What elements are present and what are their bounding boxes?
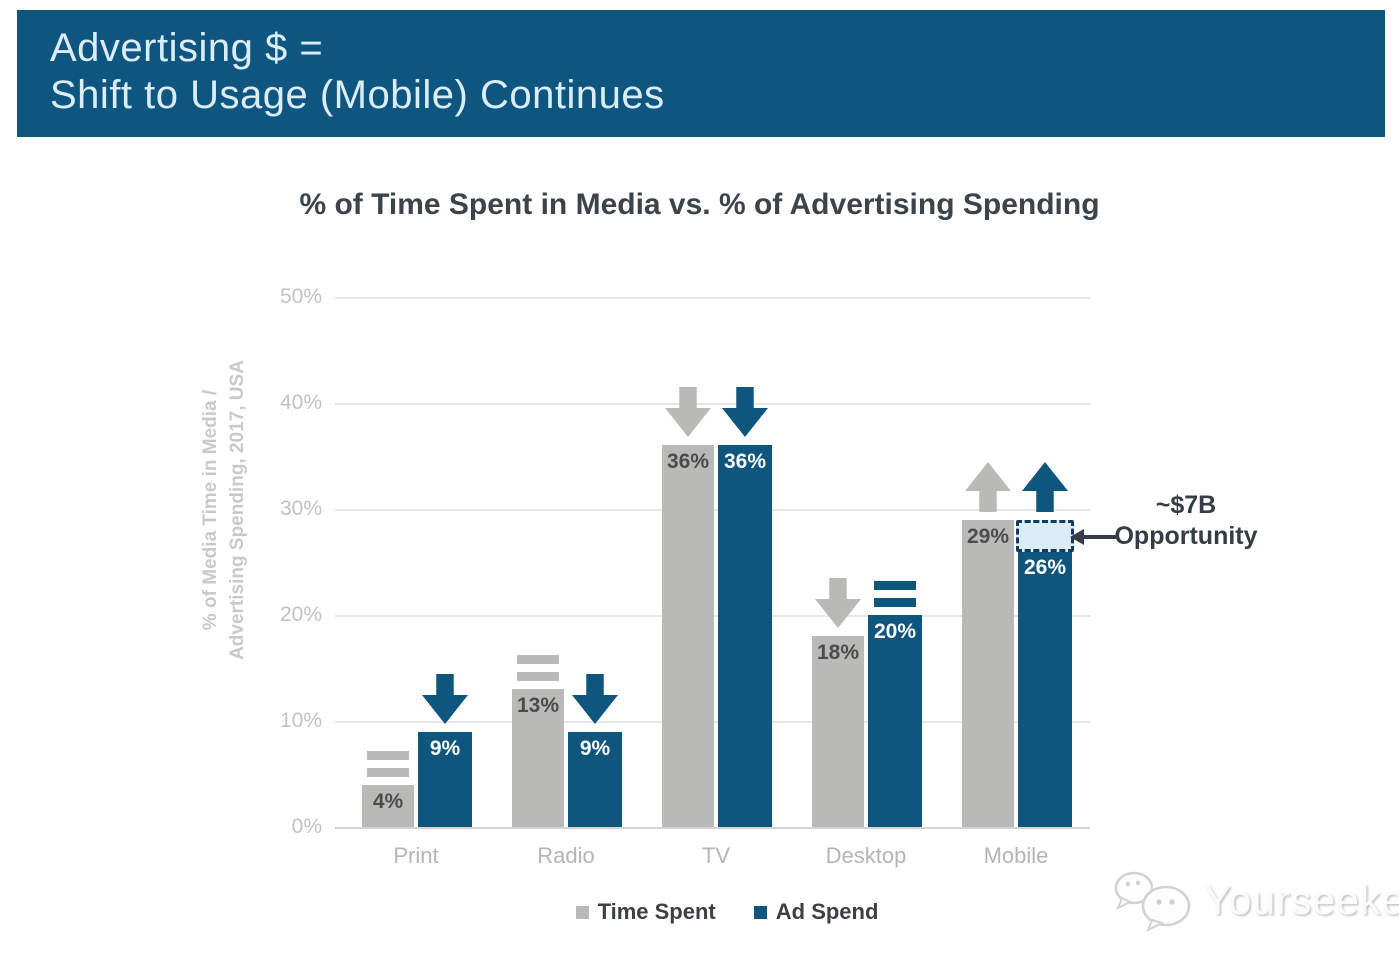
- chat-bubbles-icon: [1114, 871, 1191, 932]
- bar-time-spent-mobile: [962, 520, 1014, 827]
- legend-label-time-spent: Time Spent: [597, 899, 716, 924]
- gridline-50: [335, 297, 1090, 299]
- bar-value-label-time-spent-print: 4%: [372, 790, 404, 813]
- bar-value-label-ad-spend-mobile: 26%: [1023, 556, 1067, 579]
- opportunity-annotation: ~$7B Opportunity: [1108, 490, 1264, 552]
- bar-time-spent-tv: [662, 445, 714, 827]
- ytick-label-20: 20%: [279, 603, 322, 626]
- legend-label-ad-spend: Ad Spend: [775, 899, 879, 924]
- bar-time-spent-desktop: [812, 636, 864, 827]
- trend-down-arrow-icon-ad-spend-tv: [722, 387, 768, 437]
- ytick-label-50: 50%: [279, 285, 322, 308]
- y-axis-label: % of Media Time in Media / Advertising S…: [197, 330, 251, 690]
- legend-item-ad-spend: Ad Spend: [753, 899, 879, 925]
- bar-time-spent-print: [362, 785, 414, 827]
- banner: Advertising $ = Shift to Usage (Mobile) …: [17, 10, 1385, 137]
- trend-down-arrow-icon-time-spent-tv: [665, 387, 711, 437]
- bar-time-spent-radio: [512, 689, 564, 827]
- equal-bar: [517, 672, 559, 681]
- bar-ad-spend-mobile: [1018, 551, 1072, 827]
- category-label-mobile: Mobile: [983, 843, 1049, 868]
- y-axis-label-line2: Advertising Spending, 2017, USA: [227, 360, 248, 660]
- category-label-tv: TV: [701, 843, 731, 868]
- y-axis-label-line1: % of Media Time in Media /: [200, 389, 221, 631]
- category-label-desktop: Desktop: [825, 843, 907, 868]
- bar-value-label-ad-spend-tv: 36%: [723, 450, 767, 473]
- trend-equal-icon-time-spent-radio: [517, 655, 559, 681]
- trend-down-arrow-icon-ad-spend-print: [422, 674, 468, 724]
- banner-title-line2: Shift to Usage (Mobile) Continues: [50, 73, 665, 117]
- bar-value-label-ad-spend-radio: 9%: [579, 737, 611, 760]
- bar-value-label-ad-spend-print: 9%: [429, 737, 461, 760]
- trend-up-arrow-icon-time-spent-mobile: [965, 462, 1011, 512]
- bar-value-label-time-spent-desktop: 18%: [816, 641, 860, 664]
- trend-equal-icon-ad-spend-desktop: [874, 581, 916, 607]
- equal-bar: [517, 655, 559, 664]
- gridline-0: [335, 827, 1090, 829]
- bar-ad-spend-radio: [568, 732, 622, 827]
- bar-ad-spend-desktop: [868, 615, 922, 827]
- bar-ad-spend-print: [418, 732, 472, 827]
- ytick-label-0: 0%: [291, 815, 322, 838]
- trend-equal-icon-time-spent-print: [367, 751, 409, 777]
- trend-up-arrow-icon-ad-spend-mobile: [1022, 462, 1068, 512]
- legend-item-time-spent: Time Spent: [575, 899, 716, 925]
- watermark-text: Yourseeker: [1204, 876, 1399, 923]
- legend-swatch-ad-spend: [753, 905, 767, 919]
- equal-bar: [367, 751, 409, 760]
- annotation-left-arrow-icon: [1070, 529, 1084, 545]
- equal-bar: [874, 581, 916, 590]
- ytick-label-40: 40%: [279, 391, 322, 414]
- opportunity-box: [1016, 520, 1074, 552]
- bar-value-label-time-spent-radio: 13%: [516, 694, 560, 717]
- legend: Time Spent Ad Spend: [55, 899, 1399, 925]
- watermark: Yourseeker: [1108, 868, 1399, 932]
- legend-swatch-time-spent: [575, 905, 589, 919]
- ytick-label-30: 30%: [279, 497, 322, 520]
- bar-value-label-time-spent-tv: 36%: [666, 450, 710, 473]
- bar-value-label-ad-spend-desktop: 20%: [873, 620, 917, 643]
- category-label-print: Print: [393, 843, 439, 868]
- equal-bar: [874, 598, 916, 607]
- annotation-arrow-line: [1083, 535, 1117, 539]
- ytick-label-10: 10%: [279, 709, 322, 732]
- chart-title: % of Time Spent in Media vs. % of Advert…: [299, 188, 1100, 221]
- gridline-40: [335, 403, 1090, 405]
- bar-value-label-time-spent-mobile: 29%: [966, 525, 1010, 548]
- equal-bar: [367, 768, 409, 777]
- banner-title-line1: Advertising $ =: [50, 26, 324, 70]
- opportunity-annotation-line2: Opportunity: [1114, 522, 1258, 550]
- opportunity-annotation-line1: ~$7B: [1155, 491, 1217, 519]
- bar-ad-spend-tv: [718, 445, 772, 827]
- trend-down-arrow-icon-ad-spend-radio: [572, 674, 618, 724]
- trend-down-arrow-icon-time-spent-desktop: [815, 578, 861, 628]
- category-label-radio: Radio: [537, 843, 595, 868]
